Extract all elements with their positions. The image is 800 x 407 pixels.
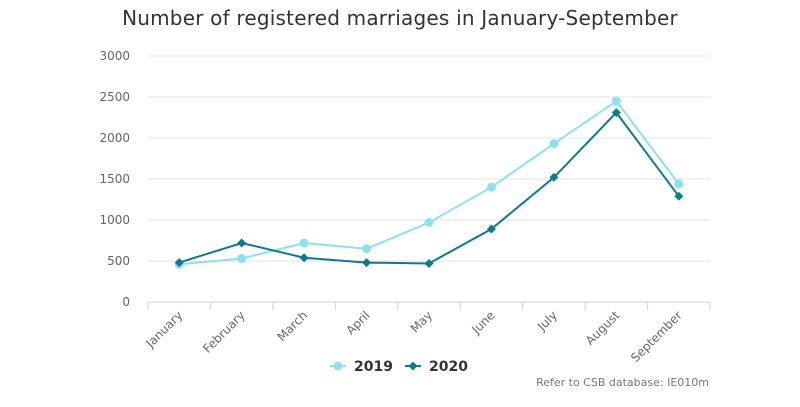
data-point-2019 xyxy=(611,96,621,106)
data-point-2019 xyxy=(362,244,372,254)
data-point-2020 xyxy=(549,172,559,182)
grid-lines xyxy=(147,55,711,310)
y-tick-label: 500 xyxy=(107,254,130,268)
y-axis-ticks: 0 500 1000 1500 2000 2500 3000 xyxy=(99,49,130,309)
data-point-2020 xyxy=(424,258,434,268)
data-point-2020 xyxy=(174,258,184,268)
data-point-2019 xyxy=(486,182,496,192)
data-point-2019 xyxy=(549,139,559,149)
x-tick-label: June xyxy=(468,308,497,337)
legend-marker-2019 xyxy=(333,361,343,371)
series-line-2020 xyxy=(178,111,680,265)
y-tick-label: 0 xyxy=(122,295,130,309)
x-tick-label: April xyxy=(343,308,372,337)
data-point-2020 xyxy=(362,258,372,268)
data-point-2020 xyxy=(299,253,309,263)
legend: 2019 2020 xyxy=(330,359,468,375)
data-point-2020 xyxy=(674,191,684,201)
data-point-2020 xyxy=(237,238,247,248)
chart-title: Number of registered marriages in Januar… xyxy=(122,6,678,30)
y-tick-label: 1000 xyxy=(99,213,130,227)
y-tick-label: 2000 xyxy=(99,131,130,145)
data-point-2019 xyxy=(237,254,247,264)
y-tick-label: 3000 xyxy=(99,49,130,63)
data-point-2019 xyxy=(424,217,434,227)
x-tick-label: March xyxy=(274,308,310,344)
data-point-2019 xyxy=(674,179,684,189)
x-tick-label: February xyxy=(200,308,248,356)
data-point-2019 xyxy=(299,238,309,248)
legend-marker-2020 xyxy=(408,361,418,371)
data-point-2020 xyxy=(486,224,496,234)
y-tick-label: 2500 xyxy=(99,90,130,104)
x-tick-label: August xyxy=(583,308,623,348)
data-point-2020 xyxy=(611,108,621,118)
x-tick-label: September xyxy=(628,308,685,365)
x-tick-label: January xyxy=(143,308,186,351)
x-tick-label: May xyxy=(408,308,435,335)
series-lines xyxy=(174,96,684,269)
x-axis-ticks: January February March April May June July Augu… xyxy=(143,308,685,365)
legend-label-2019: 2019 xyxy=(354,359,393,375)
legend-label-2020: 2020 xyxy=(429,359,468,375)
x-tick-label: July xyxy=(534,308,560,334)
source-note: Refer to CSB database: IE010m xyxy=(536,376,709,389)
y-tick-label: 1500 xyxy=(99,172,130,186)
